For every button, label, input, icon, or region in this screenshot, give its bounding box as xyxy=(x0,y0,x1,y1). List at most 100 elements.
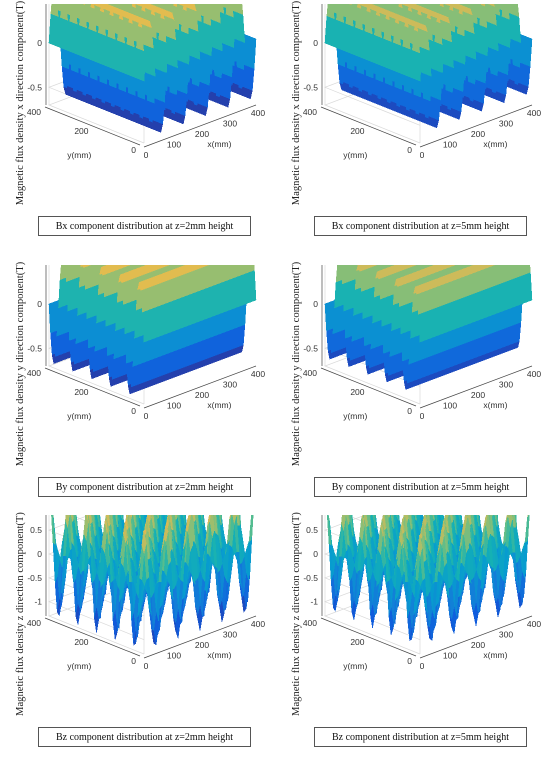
z-tick-label: 0 xyxy=(37,549,42,559)
y-axis-label: y(mm) xyxy=(343,411,367,421)
surface-plot-bz-5mm: 01002003004000200400-1-0.500.51x(mm)y(mm… xyxy=(282,515,547,760)
x-tick-label: 300 xyxy=(223,630,237,640)
surface-mesh xyxy=(49,515,256,645)
z-tick-label: -0.5 xyxy=(27,343,42,353)
x-tick-label: 300 xyxy=(223,380,237,390)
y-tick-label: 200 xyxy=(350,126,364,136)
z-tick-label: -0.5 xyxy=(303,343,318,353)
x-tick-label: 200 xyxy=(471,129,485,139)
x-tick-label: 400 xyxy=(527,108,541,118)
x-tick-label: 100 xyxy=(443,401,457,411)
z-axis-label: Magnetic flux density x direction compon… xyxy=(291,0,305,223)
surface-mesh xyxy=(325,4,532,128)
x-tick-label: 400 xyxy=(251,108,265,118)
z-tick-label: 0 xyxy=(313,549,318,559)
z-tick-label: -0.5 xyxy=(27,573,42,583)
surface-mesh xyxy=(49,265,256,394)
z-axis-label: Magnetic flux density x direction compon… xyxy=(15,0,29,223)
z-tick-label: 0 xyxy=(37,299,42,309)
z-axis-label: Magnetic flux density z direction compon… xyxy=(15,494,29,734)
x-tick-label: 300 xyxy=(499,119,513,129)
x-tick-label: 100 xyxy=(443,651,457,661)
caption-bx-5mm: Bx component distribution at z=5mm heigh… xyxy=(314,216,527,236)
x-tick-label: 200 xyxy=(471,390,485,400)
x-tick-label: 400 xyxy=(251,619,265,629)
x-tick-label: 100 xyxy=(443,140,457,150)
z-tick-label: -1 xyxy=(34,597,42,607)
z-axis-label: Magnetic flux density y direction compon… xyxy=(291,244,305,484)
surface-mesh xyxy=(325,515,532,641)
y-tick-label: 200 xyxy=(350,637,364,647)
z-tick-label: 0.5 xyxy=(30,525,42,535)
x-axis-label: x(mm) xyxy=(207,650,231,660)
x-tick-label: 300 xyxy=(499,380,513,390)
x-axis-label: x(mm) xyxy=(483,400,507,410)
y-axis-label: y(mm) xyxy=(67,661,91,671)
z-tick-label: -0.5 xyxy=(27,82,42,92)
x-tick-label: 0 xyxy=(420,411,425,421)
z-tick-label: -1 xyxy=(310,597,318,607)
z-tick-label: -0.5 xyxy=(303,82,318,92)
x-tick-label: 400 xyxy=(527,369,541,379)
caption-by-2mm: By component distribution at z=2mm heigh… xyxy=(38,477,251,497)
y-tick-label: 0 xyxy=(407,145,412,155)
panel-bz-5mm: 01002003004000200400-1-0.500.51x(mm)y(mm… xyxy=(282,515,547,760)
x-axis-label: x(mm) xyxy=(207,139,231,149)
caption-by-5mm: By component distribution at z=5mm heigh… xyxy=(314,477,527,497)
x-tick-label: 200 xyxy=(471,640,485,650)
x-tick-label: 400 xyxy=(527,619,541,629)
caption-bx-2mm: Bx component distribution at z=2mm heigh… xyxy=(38,216,251,236)
y-axis-label: y(mm) xyxy=(343,150,367,160)
x-tick-label: 300 xyxy=(223,119,237,129)
y-axis-label: y(mm) xyxy=(67,411,91,421)
z-tick-label: 0.5 xyxy=(306,525,318,535)
x-axis-label: x(mm) xyxy=(483,139,507,149)
x-tick-label: 0 xyxy=(420,150,425,160)
x-tick-label: 400 xyxy=(251,369,265,379)
x-tick-label: 100 xyxy=(167,401,181,411)
z-tick-label: -0.5 xyxy=(303,573,318,583)
z-axis-label: Magnetic flux density y direction compon… xyxy=(15,244,29,484)
x-tick-label: 0 xyxy=(420,661,425,671)
caption-bz-2mm: Bz component distribution at z=2mm heigh… xyxy=(38,727,251,747)
y-tick-label: 0 xyxy=(407,656,412,666)
x-tick-label: 0 xyxy=(144,661,149,671)
y-tick-label: 0 xyxy=(131,656,136,666)
y-tick-label: 0 xyxy=(131,406,136,416)
x-tick-label: 200 xyxy=(195,390,209,400)
x-tick-label: 300 xyxy=(499,630,513,640)
y-axis-label: y(mm) xyxy=(67,150,91,160)
z-tick-label: 0 xyxy=(313,299,318,309)
x-tick-label: 200 xyxy=(195,129,209,139)
z-axis-label: Magnetic flux density z direction compon… xyxy=(291,494,305,734)
x-tick-label: 0 xyxy=(144,150,149,160)
surface-mesh xyxy=(49,4,256,132)
x-tick-label: 100 xyxy=(167,140,181,150)
y-tick-label: 200 xyxy=(74,637,88,647)
caption-bz-5mm: Bz component distribution at z=5mm heigh… xyxy=(314,727,527,747)
surface-mesh xyxy=(325,265,532,389)
surface-plot-bz-2mm: 01002003004000200400-1-0.500.51x(mm)y(mm… xyxy=(6,515,271,760)
x-tick-label: 200 xyxy=(195,640,209,650)
y-axis-label: y(mm) xyxy=(343,661,367,671)
y-tick-label: 200 xyxy=(350,387,364,397)
z-tick-label: 0 xyxy=(37,38,42,48)
y-tick-label: 0 xyxy=(407,406,412,416)
z-tick-label: 0 xyxy=(313,38,318,48)
panel-bz-2mm: 01002003004000200400-1-0.500.51x(mm)y(mm… xyxy=(6,515,271,760)
x-tick-label: 0 xyxy=(144,411,149,421)
x-axis-label: x(mm) xyxy=(483,650,507,660)
y-tick-label: 200 xyxy=(74,387,88,397)
y-tick-label: 0 xyxy=(131,145,136,155)
x-axis-label: x(mm) xyxy=(207,400,231,410)
x-tick-label: 100 xyxy=(167,651,181,661)
y-tick-label: 200 xyxy=(74,126,88,136)
